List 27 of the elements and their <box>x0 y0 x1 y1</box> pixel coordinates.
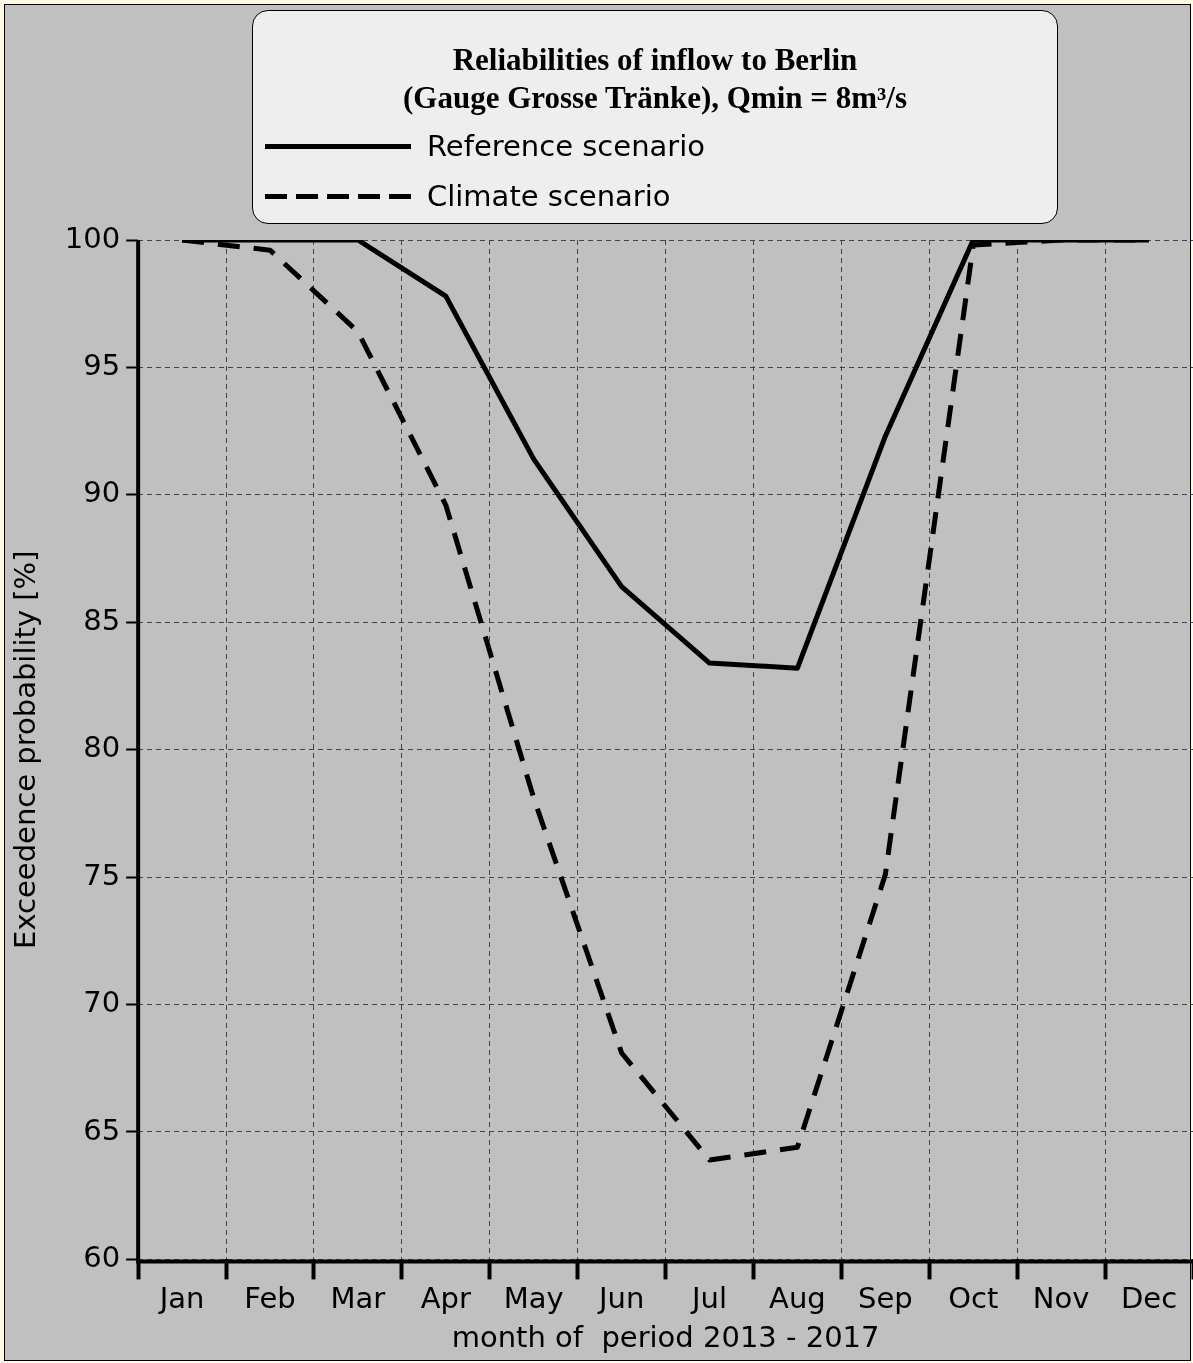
x-axis-title: month of period 2013 - 2017 <box>451 1320 880 1355</box>
x-tick-label: May <box>503 1281 564 1316</box>
x-tick-label: Jul <box>690 1281 728 1316</box>
y-tick-label: 100 <box>64 220 121 255</box>
x-tick-label: Sep <box>858 1281 913 1316</box>
y-axis-title: Exceedence probability [%] <box>7 550 42 949</box>
y-tick-label: 60 <box>83 1239 121 1274</box>
y-tick-label: 70 <box>83 985 121 1020</box>
x-tick-label: Dec <box>1120 1281 1178 1316</box>
y-tick-label: 95 <box>83 347 121 382</box>
chart-title: Reliabilities of inflow to Berlin <box>451 41 859 79</box>
chart-subtitle: (Gauge Grosse Tränke), Qmin = 8m³/s <box>402 79 908 117</box>
x-tick-label: Mar <box>330 1281 386 1316</box>
x-tick-label: Oct <box>948 1281 999 1316</box>
y-tick-label: 80 <box>83 730 121 765</box>
y-tick-label: 85 <box>83 602 121 637</box>
legend-label: Climate scenario <box>427 179 671 213</box>
x-tick-label: Jan <box>157 1281 205 1316</box>
y-tick-label: 75 <box>83 857 121 892</box>
legend-label: Reference scenario <box>427 129 706 163</box>
y-tick-label: 90 <box>83 475 121 510</box>
x-tick-label: Nov <box>1032 1281 1090 1316</box>
x-tick-label: Aug <box>769 1281 826 1316</box>
x-tick-label: Feb <box>244 1281 296 1316</box>
y-tick-label: 65 <box>83 1112 121 1147</box>
x-tick-label: Apr <box>420 1281 471 1316</box>
x-tick-label: Jun <box>596 1281 645 1316</box>
